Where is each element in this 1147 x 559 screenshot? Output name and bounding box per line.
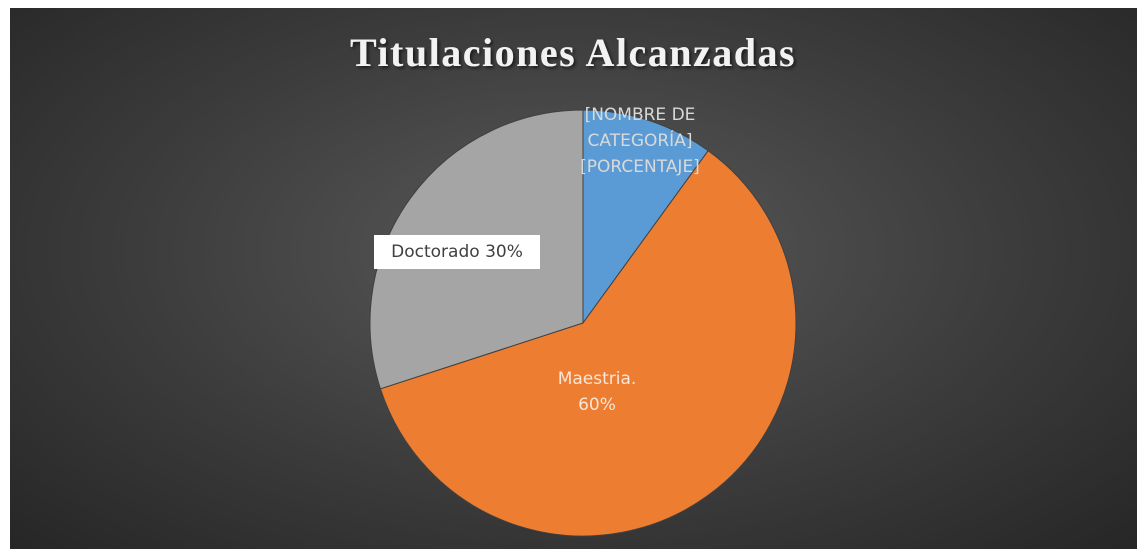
chart: Titulaciones Alcanzadas (350, 30, 797, 537)
data-label: [NOMBRE DE CATEGORÍA] [PORCENTAJE] (565, 102, 715, 180)
value-label: 60% (578, 395, 616, 415)
pie-slice (379, 149, 797, 537)
value-label: [PORCENTAJE] (580, 157, 700, 177)
pie-slice (582, 109, 709, 325)
category-label: Maestria. (557, 369, 637, 389)
category-label: [NOMBRE DE CATEGORÍA] (584, 105, 696, 151)
category-label: Doctorado (391, 242, 480, 262)
data-label: Doctorado 30% (374, 235, 540, 269)
data-label: Maestria. 60% (522, 366, 672, 418)
value-label: 30% (485, 242, 523, 262)
chart-area: Titulaciones Alcanzadas [NOMBRE DE CATEG… (10, 8, 1137, 549)
chart-title: Titulaciones Alcanzadas (350, 30, 796, 75)
